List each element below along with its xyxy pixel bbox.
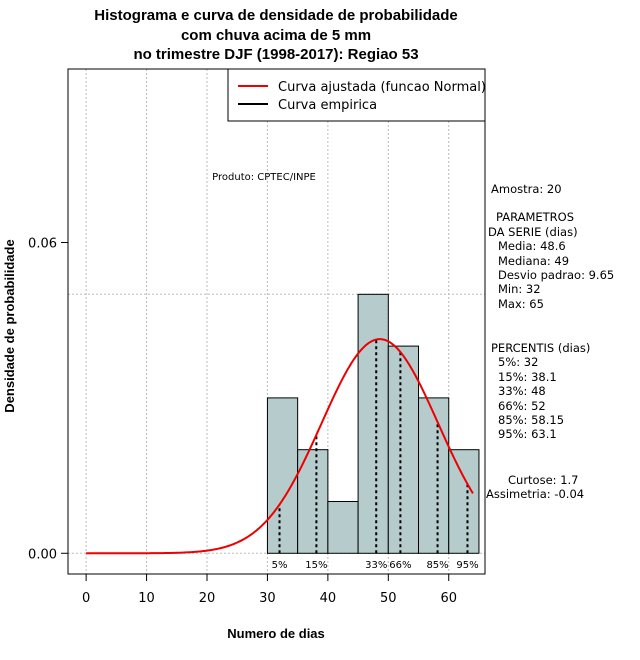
x-axis: 0 10 20 30 40 50 60 <box>82 573 457 606</box>
statistics-panel: Amostra: 20 PARAMETROS DA SERIE (dias) M… <box>486 182 614 501</box>
percentile-label: 15% <box>305 560 327 571</box>
x-tick-label: 10 <box>138 591 155 606</box>
percentile-labels: 5% 15% 33% 66% 85% 95% <box>272 560 479 571</box>
y-tick-label: 0.06 <box>28 237 57 252</box>
params-title-2: DA SERIE (dias) <box>488 225 578 239</box>
y-tick-label: 0.00 <box>28 547 57 562</box>
percentile-label: 33% <box>365 560 387 571</box>
histogram-bar <box>448 449 480 554</box>
percentile-label: 5% <box>272 560 288 571</box>
x-tick-label: 30 <box>259 591 276 606</box>
histogram-bars <box>266 293 480 554</box>
legend-box <box>227 68 486 122</box>
x-axis-label: Numero de dias <box>227 626 325 641</box>
percentile-15: 15%: 38.1 <box>498 370 557 384</box>
histogram-bar <box>387 345 420 554</box>
percentile-label: 66% <box>389 560 411 571</box>
skewness: Assimetria: -0.04 <box>486 487 584 501</box>
histogram-bar <box>357 293 389 554</box>
legend-empirical-label: Curva empirica <box>278 98 377 113</box>
y-axis: 0.00 0.06 <box>28 237 69 562</box>
stat-max: Max: 65 <box>498 297 544 311</box>
percentile-85: 85%: 58.15 <box>498 413 564 427</box>
stat-min: Min: 32 <box>498 282 541 296</box>
chart-title-line-3: no trimestre DJF (1998-2017): Regiao 53 <box>133 46 418 63</box>
x-tick-label: 60 <box>440 591 457 606</box>
percentile-66: 66%: 52 <box>498 399 546 413</box>
percentile-33: 33%: 48 <box>498 384 546 398</box>
histogram-bar <box>297 449 329 554</box>
percentile-5: 5%: 32 <box>498 355 538 369</box>
percentile-label: 95% <box>456 560 478 571</box>
x-tick-label: 40 <box>320 591 337 606</box>
stat-mean: Media: 48.6 <box>498 239 566 253</box>
histogram-bar <box>266 397 299 554</box>
histogram-bar <box>327 500 359 554</box>
percentiles-title: PERCENTIS (dias) <box>491 341 590 355</box>
product-annotation: Produto: CPTEC/INPE <box>212 172 316 183</box>
chart-title-line-2: com chuva acima de 5 mm <box>181 27 371 44</box>
percentile-95: 95%: 63.1 <box>498 427 557 441</box>
stat-median: Mediana: 49 <box>498 254 569 268</box>
percentile-label: 85% <box>426 560 448 571</box>
stat-sd: Desvio padrao: 9.65 <box>498 268 614 282</box>
kurtosis: Curtose: 1.7 <box>508 473 578 487</box>
x-tick-label: 20 <box>199 591 216 606</box>
histogram-bar <box>418 397 450 554</box>
chart-title-line-1: Histograma e curva de densidade de proba… <box>94 7 457 24</box>
normal-fit-curve <box>86 338 474 555</box>
legend: Curva ajustada (funcao Normal) Curva emp… <box>227 68 486 122</box>
params-title-1: PARAMETROS <box>496 210 574 224</box>
y-axis-label: Densidade de probabilidade <box>2 239 17 412</box>
x-tick-label: 0 <box>82 591 90 606</box>
percentile-lines <box>278 339 469 554</box>
x-tick-label: 50 <box>380 591 397 606</box>
legend-fit-label: Curva ajustada (funcao Normal) <box>278 80 486 95</box>
sample-size: Amostra: 20 <box>491 182 562 196</box>
